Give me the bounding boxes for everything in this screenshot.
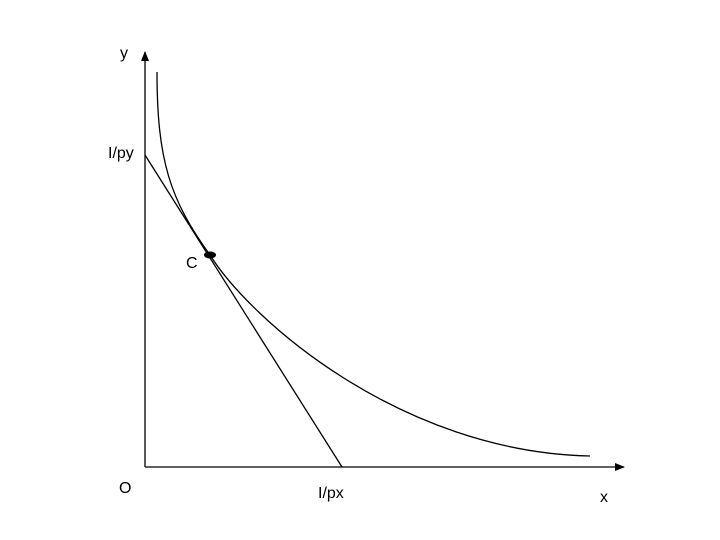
x-intercept-label: I/px	[318, 485, 344, 502]
indifference-curve	[156, 71, 591, 457]
y-axis-label: y	[120, 45, 128, 62]
budget-line	[144, 154, 343, 468]
x-axis-label: x	[600, 489, 608, 506]
tangency-point	[204, 251, 216, 259]
y-intercept-label: I/py	[108, 145, 134, 162]
point-label: C	[186, 255, 198, 272]
origin-label: O	[119, 480, 131, 497]
